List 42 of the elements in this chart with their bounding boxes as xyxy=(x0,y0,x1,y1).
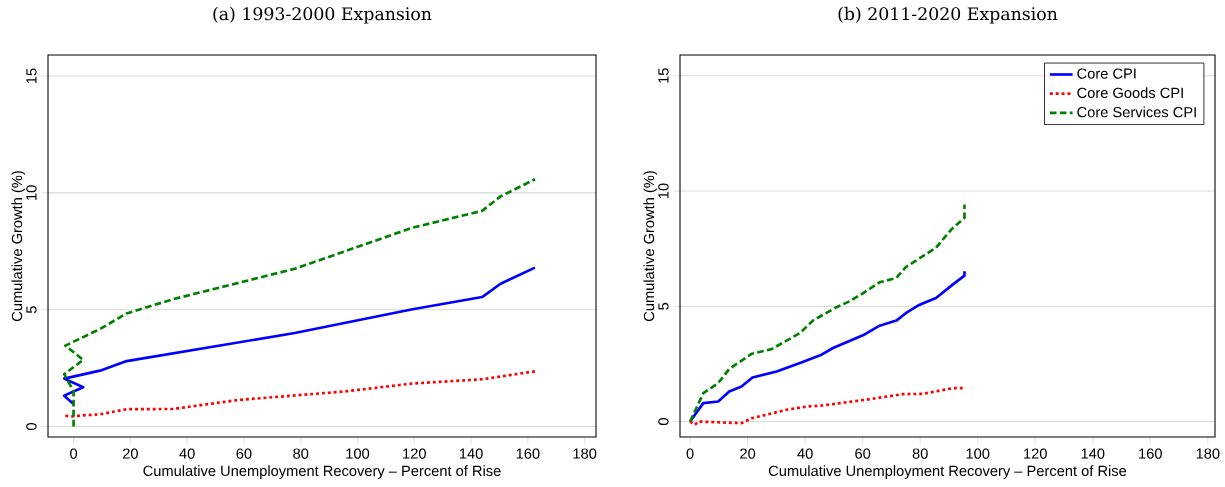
y-tick-label: 10 xyxy=(658,183,669,199)
chart-title: (a) 1993-2000 Expansion xyxy=(213,6,432,24)
x-tick-label: 60 xyxy=(855,448,871,459)
x-tick-label: 20 xyxy=(122,448,138,459)
x-tick-label: 40 xyxy=(797,448,813,459)
x-tick-label: 140 xyxy=(459,448,483,459)
x-tick-label: 60 xyxy=(236,448,252,459)
line-series xyxy=(63,370,537,418)
x-tick-label: 100 xyxy=(346,448,370,459)
legend-label: Core CPI xyxy=(1077,68,1136,79)
chart-title: (b) 2011-2020 Expansion xyxy=(838,6,1058,24)
y-tick-label: 0 xyxy=(658,418,669,426)
legend-label: Core Services CPI xyxy=(1077,106,1196,118)
y-tick-label: 15 xyxy=(26,68,37,84)
x-tick-label: 120 xyxy=(403,448,426,459)
y-tick-label: 5 xyxy=(26,306,37,314)
y-tick-label: 15 xyxy=(658,68,669,83)
x-tick-label: 100 xyxy=(966,448,990,459)
x-tick-label: 180 xyxy=(573,448,597,459)
x-tick-label: 120 xyxy=(1024,448,1047,459)
x-tick-label: 20 xyxy=(740,448,756,459)
y-tick-label: 5 xyxy=(658,302,669,310)
x-tick-label: 80 xyxy=(293,448,309,459)
y-tick-label: 10 xyxy=(26,185,37,200)
line-series xyxy=(62,266,537,406)
x-tick-label: 0 xyxy=(70,448,78,459)
x-tick-label: 0 xyxy=(686,448,694,459)
line-series xyxy=(62,177,537,428)
x-axis-title: Cumulative Unemployment Recovery – Percent of Rise xyxy=(768,465,1127,479)
legend-label: Core Goods CPI xyxy=(1077,87,1183,99)
line-series xyxy=(688,203,966,423)
x-tick-label: 160 xyxy=(516,448,540,459)
x-axis-title: Cumulative Unemployment Recovery – Percent of Rise xyxy=(143,465,501,479)
y-axis-title: Cumulative Growth (%) xyxy=(643,171,658,322)
x-tick-label: 40 xyxy=(179,448,195,459)
y-axis-title: Cumulative Growth (%) xyxy=(11,171,26,322)
x-tick-label: 140 xyxy=(1081,448,1105,459)
x-tick-label: 80 xyxy=(912,448,928,459)
x-tick-label: 180 xyxy=(1196,448,1220,459)
y-tick-label: 0 xyxy=(26,423,37,430)
x-tick-label: 160 xyxy=(1139,448,1162,459)
line-series xyxy=(688,386,966,427)
